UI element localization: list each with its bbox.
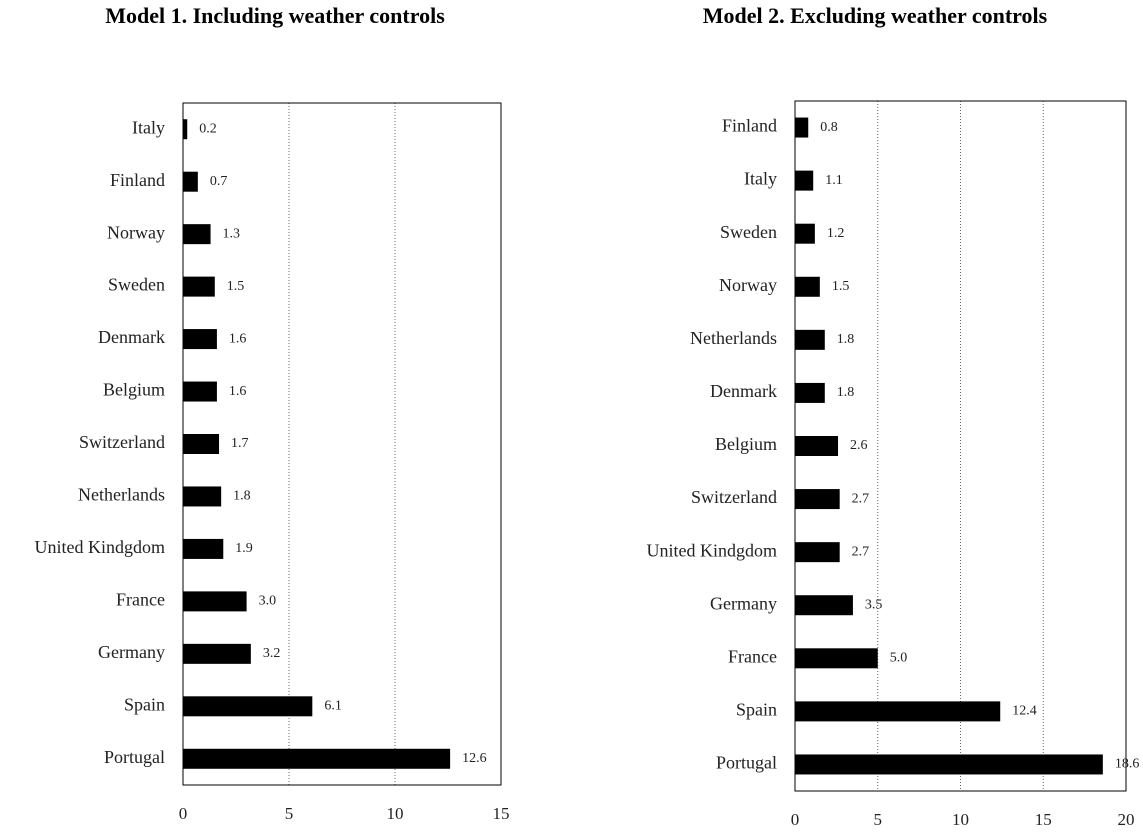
y-tick-label: Spain [124,694,165,714]
bar [795,436,839,456]
x-tick-label: 10 [952,810,969,829]
y-tick-label: Denmark [710,381,777,401]
bar [795,595,853,616]
y-tick-label: Belgium [715,434,777,454]
bar [795,117,809,138]
value-label: 1.8 [233,489,251,504]
y-tick-label: Netherlands [690,328,777,348]
bar [183,748,451,769]
y-tick-label: Portugal [716,753,777,773]
bar [183,224,211,245]
bar [183,696,313,717]
x-tick-label: 5 [285,804,294,823]
value-label: 12.4 [1012,704,1037,719]
value-label: 2.6 [850,438,868,453]
y-tick-label: Switzerland [79,432,165,452]
value-label: 1.9 [235,541,253,556]
y-tick-label: United Kindgdom [35,537,166,557]
y-tick-label: Finland [110,170,165,190]
y-tick-label: Norway [719,275,777,295]
y-tick-label: Portugal [104,747,165,767]
y-tick-label: Denmark [98,327,165,347]
y-tick-label: Norway [107,222,165,242]
x-tick-label: 0 [179,804,188,823]
bar [183,643,251,664]
y-tick-label: Spain [736,700,777,720]
value-label: 3.0 [259,594,277,609]
x-tick-label: 15 [1035,810,1052,829]
value-label: 3.2 [263,646,281,661]
y-tick-label: France [728,646,777,666]
value-label: 1.8 [837,385,855,400]
value-label: 12.6 [462,751,487,766]
value-label: 2.7 [852,491,870,506]
x-tick-label: 10 [387,804,404,823]
bar [795,648,878,669]
bar [795,223,815,244]
bar [183,329,217,350]
bar [795,276,820,297]
value-label: 1.1 [825,173,843,188]
chart-title: Model 2. Excluding weather controls [703,3,1048,28]
value-label: 1.8 [837,332,855,347]
value-label: 18.6 [1115,757,1140,772]
value-label: 1.3 [223,226,241,241]
y-tick-label: Switzerland [691,487,777,507]
y-tick-label: Germany [710,593,777,613]
value-label: 3.5 [865,597,883,612]
bar [795,329,825,350]
bar [183,381,217,402]
value-label: 1.7 [231,436,249,451]
value-label: 6.1 [324,699,342,714]
y-tick-label: Netherlands [78,485,165,505]
bar [795,754,1103,775]
value-label: 0.2 [199,121,217,136]
value-label: 1.2 [827,226,845,241]
bar [183,276,215,297]
bar [795,170,814,191]
value-label: 1.5 [832,279,850,294]
y-tick-label: Sweden [720,222,777,242]
value-label: 0.8 [820,120,838,135]
y-tick-label: United Kindgdom [647,540,778,560]
y-tick-label: Belgium [103,380,165,400]
x-tick-label: 20 [1118,810,1135,829]
bar [795,542,840,563]
y-tick-label: Sweden [108,275,165,295]
bar [183,119,188,140]
bar [795,382,825,403]
bar [183,591,247,612]
x-tick-label: 5 [874,810,883,829]
x-tick-label: 0 [791,810,800,829]
bar [183,538,224,559]
value-label: 1.6 [229,384,247,399]
x-tick-label: 15 [493,804,510,823]
value-label: 1.5 [227,279,245,294]
y-tick-label: Finland [722,116,777,136]
value-label: 1.6 [229,331,247,346]
y-tick-label: Germany [98,642,165,662]
bar [183,171,198,192]
value-label: 5.0 [890,651,908,666]
value-label: 0.7 [210,174,228,189]
value-label: 2.7 [852,544,870,559]
bar [183,434,220,454]
y-tick-label: Italy [132,117,165,137]
bar [795,701,1001,722]
bar [795,489,840,510]
y-tick-label: France [116,590,165,610]
chart-title: Model 1. Including weather controls [105,3,445,28]
bar [183,486,222,507]
y-tick-label: Italy [744,169,777,189]
